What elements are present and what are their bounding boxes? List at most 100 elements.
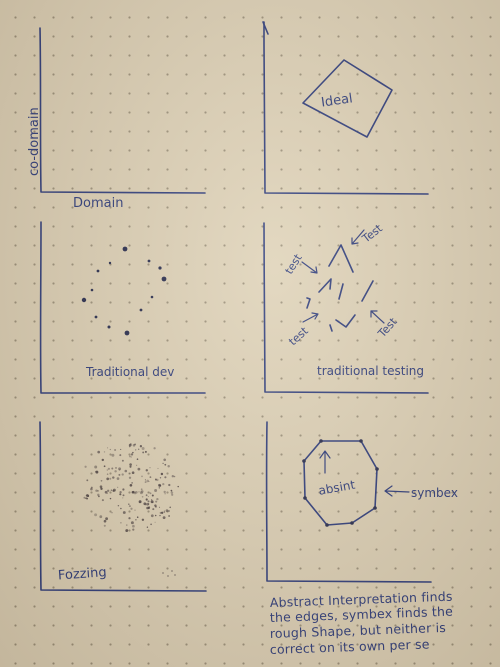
fuzz-point: [154, 489, 158, 492]
fuzz-point: [146, 479, 149, 483]
test-label-1: test: [283, 251, 306, 276]
trad-test-axes-lines: [263, 222, 429, 394]
fuzz-point: [128, 455, 131, 458]
fuzz-point: [165, 509, 169, 512]
fuzz-point: [164, 493, 166, 495]
vertex: [373, 506, 377, 510]
fuzz-point: [160, 472, 164, 476]
fuzz-point: [167, 575, 169, 577]
vertex: [350, 521, 354, 525]
fuzz-point: [114, 470, 117, 473]
fuzz-point: [86, 479, 89, 482]
fuzz-point: [120, 448, 122, 450]
arrow-icon: [351, 229, 365, 245]
fuzz-point: [167, 464, 170, 468]
fuzz-point: [137, 467, 141, 471]
fuzz-point: [177, 485, 179, 488]
fuzz-point: [131, 482, 133, 484]
fuzz-point: [106, 473, 109, 475]
fuzz-point: [129, 473, 131, 475]
fuzz-point: [100, 487, 103, 491]
fuzz-point: [141, 447, 145, 450]
point: [150, 295, 154, 299]
fuzz-point: [145, 469, 149, 472]
fuzz-point: [150, 523, 152, 526]
segment: [335, 314, 356, 328]
fuzz-point: [164, 463, 167, 466]
vertex: [359, 439, 363, 443]
fuzz-point: [163, 511, 166, 513]
fuzz-point: [159, 477, 162, 479]
fuzz-point: [138, 500, 142, 504]
arrow-icon: [370, 310, 385, 324]
fuzz-point: [150, 514, 154, 518]
fuzz-point: [101, 499, 104, 502]
fuzz-point: [97, 493, 100, 497]
fuzz-point: [144, 481, 147, 484]
point: [139, 308, 143, 312]
fuzz-point: [121, 473, 124, 476]
panel-traditional-testing: test Test test Test traditional testing: [263, 221, 429, 394]
fuzz-point: [174, 574, 176, 576]
fuzz-point: [128, 476, 132, 479]
fuzz-point: [171, 570, 173, 572]
point: [94, 315, 98, 319]
y-axis-label: co-domain: [27, 107, 42, 176]
fuzz-point: [144, 450, 147, 453]
x-axis-label: Domain: [73, 196, 123, 211]
point: [107, 325, 111, 329]
fuzz-point: [84, 465, 87, 468]
fuzz-point: [128, 505, 131, 508]
fuzz-point: [124, 469, 128, 473]
fuzz-point: [138, 491, 140, 493]
fuzz-point: [111, 453, 115, 457]
fuzz-point: [94, 513, 98, 517]
point: [96, 269, 100, 273]
fuzz-point: [85, 497, 88, 500]
fuzz-point: [162, 482, 165, 486]
fuzz-point: [151, 494, 154, 497]
test-arrows: [301, 229, 385, 324]
fuzz-point: [120, 507, 122, 510]
fuzz-point: [97, 450, 101, 454]
point: [158, 266, 162, 270]
fuzz-point: [139, 445, 143, 448]
note-line-3: rough Shape, but neither is: [270, 620, 447, 641]
fuzz-point: [106, 477, 110, 481]
panel-ideal: Ideal: [262, 21, 429, 195]
fuzz-point: [103, 524, 106, 527]
trad-dev-points: [81, 246, 167, 336]
fuzz-point: [104, 490, 108, 494]
fuzz-point: [173, 475, 176, 478]
fuzz-point: [171, 493, 174, 496]
point: [161, 276, 167, 282]
fuzz-point: [132, 524, 135, 528]
vertex: [302, 459, 306, 463]
point: [147, 259, 151, 263]
fuzz-point: [109, 477, 112, 480]
fuzz-point: [98, 495, 100, 498]
fuzz-point: [158, 483, 161, 487]
fuzz-point: [143, 502, 147, 506]
fuzz-point: [107, 489, 110, 492]
fuzz-point: [136, 516, 139, 518]
fuzz-point: [141, 518, 145, 521]
fuzz-point: [170, 491, 174, 494]
fuzz-point: [154, 478, 157, 481]
fuzz-point: [170, 489, 173, 492]
fuzz-point: [99, 485, 103, 489]
fuzz-point: [116, 477, 120, 480]
fuzz-point: [125, 529, 129, 533]
fuzz-point: [107, 467, 110, 470]
fuzz-point: [128, 503, 130, 505]
fuzz-point: [119, 493, 122, 496]
fuzz-point: [150, 499, 153, 501]
fuzz-point: [130, 507, 133, 510]
fuzz-point: [86, 494, 89, 497]
fuzz-point: [146, 526, 149, 528]
fuzz-point: [115, 466, 117, 469]
fuzz-point: [148, 491, 150, 493]
segment: [329, 324, 333, 332]
fuzz-point: [121, 459, 124, 462]
fuzz-point: [142, 451, 145, 454]
